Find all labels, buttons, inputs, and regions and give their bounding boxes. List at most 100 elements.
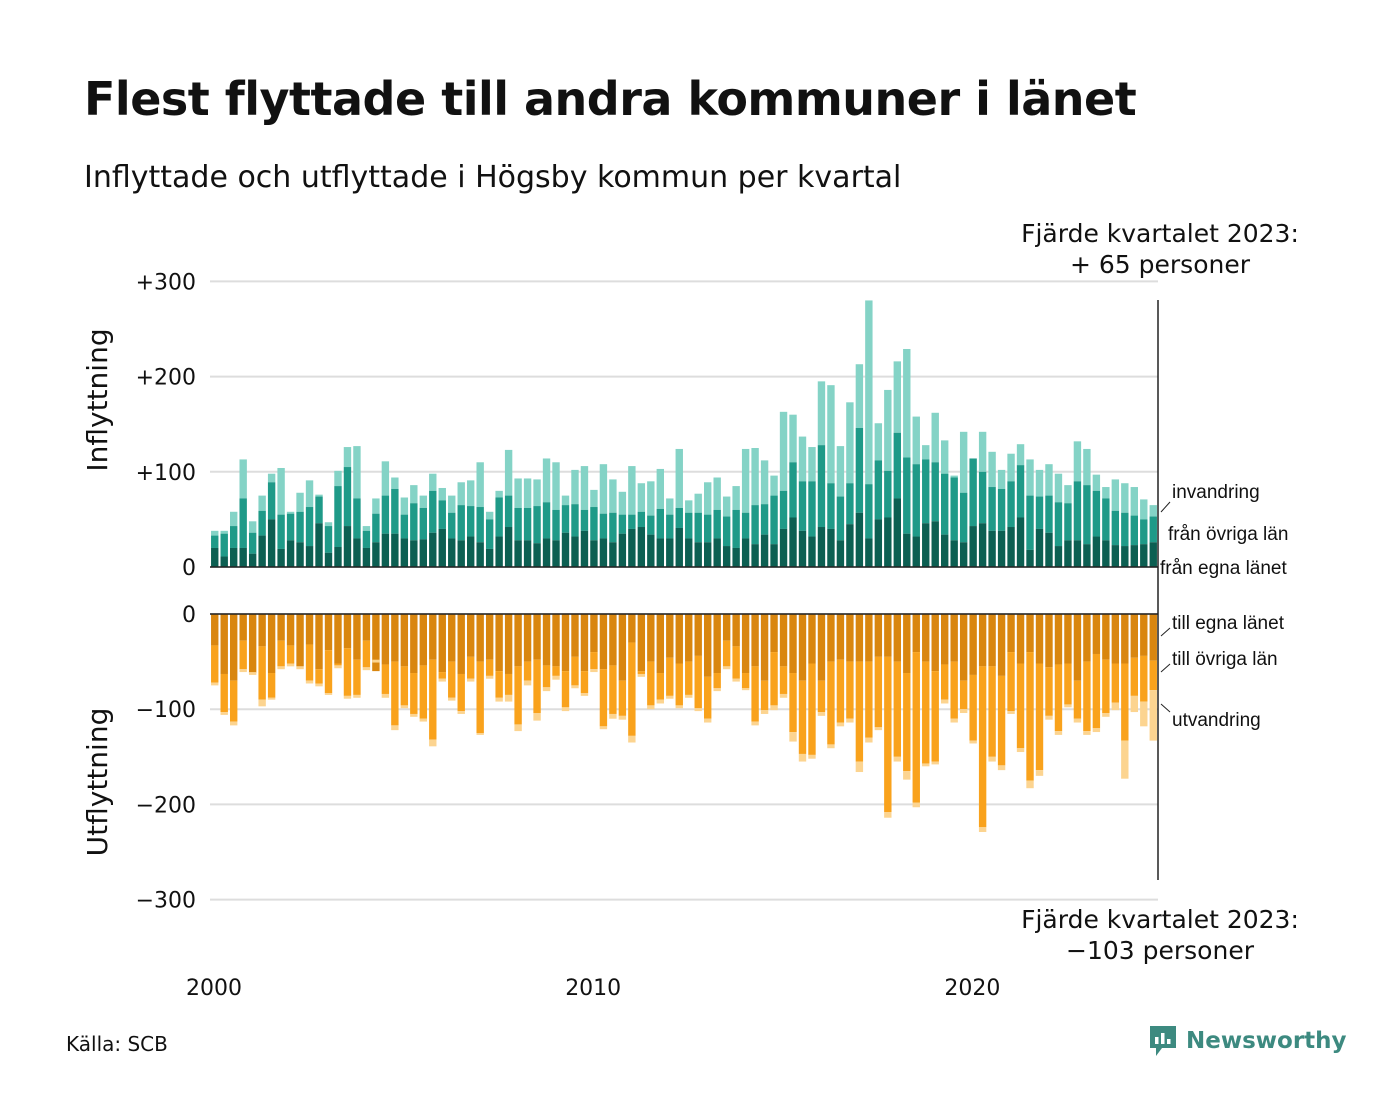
bar-outflow-other-county (1007, 652, 1015, 712)
bar-outflow-own-county (305, 614, 314, 645)
bar-outflow-emigration (343, 695, 352, 699)
bar-inflow-other-county (552, 509, 560, 541)
bar-inflow-other-county (836, 496, 845, 541)
bar-outflow-own-county (353, 614, 361, 660)
bar-inflow-foreign (353, 446, 361, 499)
bar-inflow-other-county (704, 514, 712, 543)
bar-outflow-other-county (485, 659, 494, 676)
bar-outflow-own-county (1083, 614, 1091, 662)
bar-outflow-emigration (1026, 780, 1034, 789)
bar-outflow-own-county (912, 614, 920, 653)
bar-inflow-foreign (1007, 453, 1015, 482)
bar-inflow-other-county (609, 512, 617, 543)
bar-inflow-foreign (959, 431, 968, 493)
bar-inflow-other-county (372, 513, 380, 543)
page-subtitle: Inflyttade och utflyttade i Högsby kommu… (84, 160, 902, 195)
bar-inflow-other-county (485, 519, 494, 549)
bar-inflow-own-county (618, 533, 627, 567)
bar-outflow-own-county (419, 614, 427, 666)
bar-inflow-foreign (467, 480, 475, 507)
bar-inflow-other-county (1073, 481, 1082, 541)
bar-outflow-other-county (343, 648, 352, 696)
bar-inflow-foreign (874, 423, 883, 461)
bar-inflow-own-county (1064, 540, 1072, 567)
annotation-top-line2: + 65 personer (1070, 250, 1251, 279)
bar-outflow-own-county (504, 614, 513, 674)
bar-outflow-other-county (884, 656, 892, 813)
bar-inflow-foreign (248, 521, 257, 533)
bar-outflow-emigration (495, 697, 503, 702)
bar-outflow-emigration (476, 733, 484, 735)
bar-inflow-other-county (685, 512, 693, 539)
bar-outflow-emigration (533, 713, 541, 721)
bar-inflow-own-county (504, 527, 513, 567)
bar-outflow-emigration (1092, 728, 1101, 733)
bar-inflow-other-county (353, 498, 361, 539)
bar-outflow-emigration (836, 722, 845, 727)
bar-inflow-own-county (296, 542, 304, 567)
bar-inflow-foreign (1149, 505, 1157, 517)
bar-outflow-own-county (571, 614, 579, 657)
bar-inflow-other-county (827, 483, 835, 529)
bar-inflow-own-county (267, 519, 276, 567)
bar-outflow-other-county (277, 640, 285, 667)
bar-outflow-other-county (580, 671, 589, 694)
bar-inflow-other-county (542, 502, 551, 539)
bar-outflow-other-county (220, 673, 228, 713)
bar-outflow-own-county (372, 614, 380, 672)
bar-inflow-other-county (988, 487, 996, 531)
bar-outflow-own-county (808, 614, 816, 664)
bar-inflow-other-county (305, 507, 314, 547)
bar-inflow-foreign (1111, 479, 1120, 511)
bar-inflow-foreign (590, 489, 598, 508)
bar-inflow-own-county (239, 547, 247, 567)
bar-inflow-own-county (798, 530, 807, 567)
bar-inflow-own-county (722, 546, 731, 567)
bar-inflow-other-county (296, 511, 304, 543)
bar-outflow-emigration (315, 683, 323, 687)
bar-inflow-foreign (438, 487, 446, 501)
bar-outflow-emigration (685, 694, 693, 698)
bar-outflow-emigration (931, 761, 939, 765)
bar-outflow-other-county (827, 661, 835, 745)
bar-outflow-other-county (457, 673, 465, 712)
bar-inflow-foreign (931, 412, 939, 463)
bar-inflow-foreign (1102, 487, 1110, 499)
bar-inflow-other-county (713, 509, 721, 539)
bar-outflow-emigration (988, 756, 996, 762)
bar-inflow-foreign (419, 495, 427, 508)
bar-outflow-other-county (1064, 663, 1072, 705)
bar-inflow-other-county (1102, 498, 1110, 541)
y-tick-label-top: +100 (136, 461, 196, 486)
bar-inflow-foreign (1121, 483, 1129, 513)
bar-outflow-emigration (1130, 695, 1138, 713)
bar-inflow-other-county (732, 509, 740, 548)
bar-inflow-other-county (770, 495, 778, 545)
brand-logo[interactable]: Newsworthy (1148, 1024, 1347, 1058)
bar-inflow-foreign (429, 473, 437, 491)
bar-outflow-emigration (922, 763, 930, 767)
bar-inflow-foreign (1083, 448, 1091, 486)
bar-outflow-own-county (798, 614, 807, 681)
bar-outflow-other-county (504, 673, 513, 695)
bar-outflow-emigration (429, 739, 437, 747)
bar-outflow-own-county (267, 614, 276, 674)
bar-outflow-other-county (865, 661, 873, 738)
bar-outflow-other-county (779, 666, 788, 694)
bar-inflow-foreign (893, 361, 901, 433)
bar-outflow-emigration (391, 725, 399, 731)
bar-inflow-other-county (903, 457, 911, 534)
bar-outflow-other-county (628, 642, 636, 736)
bar-outflow-emigration (267, 697, 276, 700)
bar-outflow-emigration (874, 727, 883, 731)
bar-inflow-foreign (599, 464, 608, 514)
x-tick-label: 2020 (944, 976, 1000, 1001)
bar-inflow-own-county (704, 542, 712, 567)
bar-outflow-other-county (741, 673, 750, 689)
bar-inflow-other-county (334, 486, 342, 548)
bar-outflow-other-county (1045, 667, 1053, 716)
bar-outflow-own-county (656, 614, 664, 674)
bar-inflow-foreign (751, 448, 759, 506)
bar-inflow-other-county (1007, 481, 1015, 528)
bar-outflow-emigration (248, 672, 257, 675)
